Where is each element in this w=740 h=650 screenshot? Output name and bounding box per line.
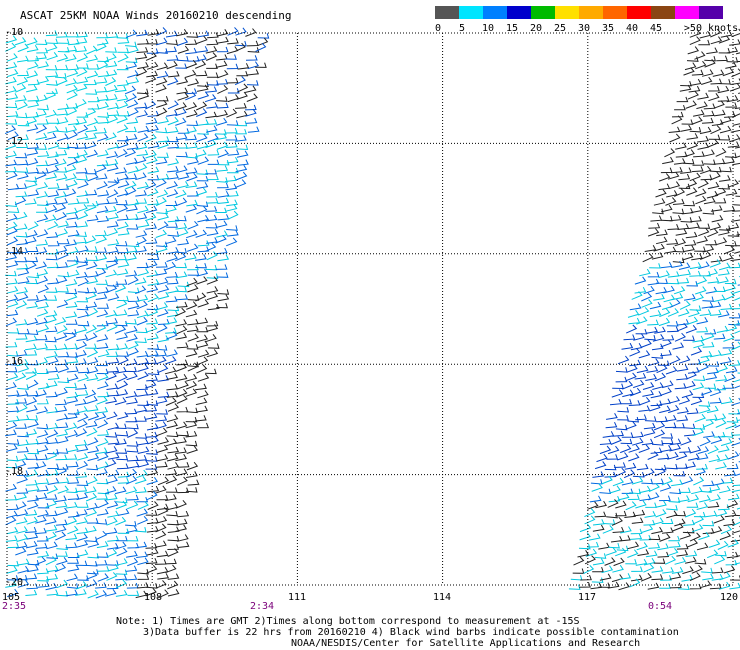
legend-label: 20 <box>529 23 543 34</box>
pass-time-label: 0:54 <box>648 601 673 612</box>
lon-label: 108 <box>143 592 163 603</box>
pass-time-label: 2:34 <box>250 601 275 612</box>
legend-label: 25 <box>553 23 567 34</box>
map-title: ASCAT 25KM NOAA Winds 20160210 descendin… <box>20 9 292 22</box>
legend-swatch-8 <box>627 6 651 19</box>
legend-label: 30 <box>577 23 591 34</box>
lon-label: 120 <box>719 592 739 603</box>
legend-label: >50 knots <box>683 23 739 34</box>
legend-label: 40 <box>625 23 639 34</box>
legend-swatch-2 <box>483 6 507 19</box>
lon-label: 105 <box>1 592 21 603</box>
legend-swatch-1 <box>459 6 483 19</box>
legend-label: 45 <box>649 23 663 34</box>
lat-label: -18 <box>5 466 24 477</box>
legend-swatch-4 <box>531 6 555 19</box>
legend-swatch-9 <box>651 6 675 19</box>
lat-lon-grid <box>6 32 734 586</box>
legend-swatch-7 <box>603 6 627 19</box>
footnote-line-2: 3)Data buffer is 22 hrs from 20160210 4)… <box>143 627 679 638</box>
wind-barbs <box>4 27 740 599</box>
legend-swatch-10 <box>675 6 699 19</box>
legend-label: 35 <box>601 23 615 34</box>
map-frame <box>6 32 734 586</box>
footnote-line-3: NOAA/NESDIS/Center for Satellite Applica… <box>291 638 641 649</box>
lat-label: -20 <box>5 577 24 588</box>
legend-swatch-3 <box>507 6 531 19</box>
legend-swatch-6 <box>579 6 603 19</box>
lat-label: -10 <box>5 27 24 38</box>
lon-label: 114 <box>432 592 452 603</box>
legend-label: 0 <box>434 23 442 34</box>
legend-label: 5 <box>458 23 466 34</box>
legend-label: 10 <box>481 23 495 34</box>
lon-label: 111 <box>287 592 307 603</box>
legend-swatch-5 <box>555 6 579 19</box>
lat-label: -12 <box>5 136 24 147</box>
lon-label: 117 <box>577 592 597 603</box>
legend-swatch-11 <box>699 6 723 19</box>
legend-swatch-0 <box>435 6 459 19</box>
lat-label: -14 <box>5 246 24 257</box>
legend-label: 15 <box>505 23 519 34</box>
lat-label: -16 <box>5 356 24 367</box>
footnote-line-1: Note: 1) Times are GMT 2)Times along bot… <box>116 616 580 627</box>
pass-time-label: 2:35 <box>2 601 27 612</box>
